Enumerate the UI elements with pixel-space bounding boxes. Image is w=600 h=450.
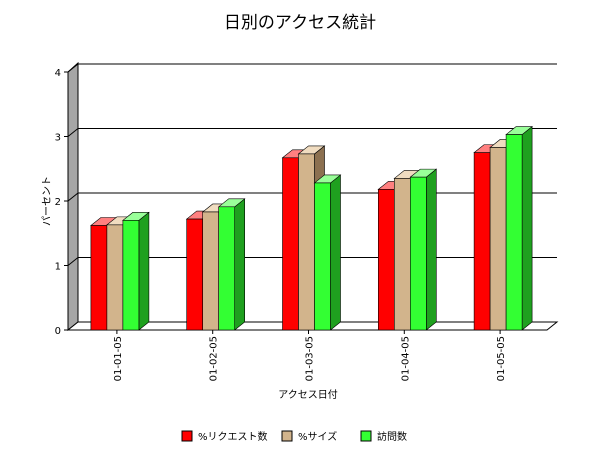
bar-side bbox=[425, 168, 437, 331]
legend-swatch bbox=[360, 430, 372, 442]
gridline-depth bbox=[67, 257, 79, 266]
bar-front bbox=[393, 178, 411, 331]
bar-front bbox=[489, 147, 507, 331]
legend-item: 訪問数 bbox=[360, 430, 407, 443]
legend-swatch bbox=[281, 430, 293, 442]
gridline-depth bbox=[67, 128, 79, 137]
bar-1-2 bbox=[217, 198, 246, 331]
bar-front bbox=[218, 206, 235, 331]
bar-side bbox=[234, 198, 245, 331]
y-tick-label: 3 bbox=[55, 133, 61, 144]
bar-front bbox=[282, 157, 299, 331]
x-tick-label: 01-03-05 bbox=[305, 336, 316, 381]
bar-front bbox=[298, 153, 315, 331]
gridline-depth bbox=[67, 192, 79, 202]
legend-label: %リクエスト数 bbox=[198, 430, 268, 443]
y-tick-label: 0 bbox=[55, 326, 61, 337]
y-axis-label: パーセント bbox=[41, 176, 53, 226]
x-axis-label: アクセス日付 bbox=[278, 388, 338, 401]
chart-title: 日別のアクセス統計 bbox=[224, 13, 376, 33]
bar-front bbox=[122, 220, 140, 331]
x-tick-label: 01-02-05 bbox=[209, 336, 220, 381]
bar-front bbox=[90, 225, 108, 331]
bar-side bbox=[330, 174, 341, 331]
bar-3-2 bbox=[409, 168, 438, 331]
bar-4-2 bbox=[505, 125, 533, 331]
bar-0-2 bbox=[122, 211, 150, 331]
bar-side bbox=[138, 211, 150, 331]
bar-front bbox=[409, 176, 427, 331]
gridline-depth bbox=[67, 63, 79, 73]
bar-front bbox=[505, 134, 523, 331]
legend-label: %サイズ bbox=[298, 430, 337, 443]
bar-front bbox=[314, 182, 331, 331]
bar-front bbox=[186, 218, 203, 331]
bar-front bbox=[377, 189, 395, 331]
x-tick-label: 01-04-05 bbox=[400, 336, 411, 381]
legend: %リクエスト数 %サイズ 訪問数 bbox=[181, 430, 407, 443]
legend-item: %サイズ bbox=[281, 430, 337, 443]
y-tick-label: 4 bbox=[55, 68, 61, 79]
y-tick-label: 2 bbox=[55, 197, 61, 208]
bar-front bbox=[202, 211, 219, 331]
bar-front bbox=[473, 152, 491, 331]
x-axis-ticks: 01-01-05 01-02-05 01-03-05 01-04-05 01-05-05 bbox=[113, 330, 507, 381]
legend-label: 訪問数 bbox=[377, 430, 407, 443]
y-tick-label: 1 bbox=[55, 262, 61, 273]
y-axis-ticks: 0 1 2 3 4 bbox=[55, 68, 68, 337]
bar-side bbox=[521, 125, 533, 331]
bar-front bbox=[106, 224, 124, 331]
x-tick-label: 01-01-05 bbox=[113, 336, 124, 381]
legend-swatch bbox=[181, 430, 193, 442]
x-tick-label: 01-05-05 bbox=[496, 336, 507, 381]
bars bbox=[90, 125, 533, 331]
legend-item: %リクエスト数 bbox=[181, 430, 268, 443]
bar-2-2 bbox=[313, 174, 342, 331]
